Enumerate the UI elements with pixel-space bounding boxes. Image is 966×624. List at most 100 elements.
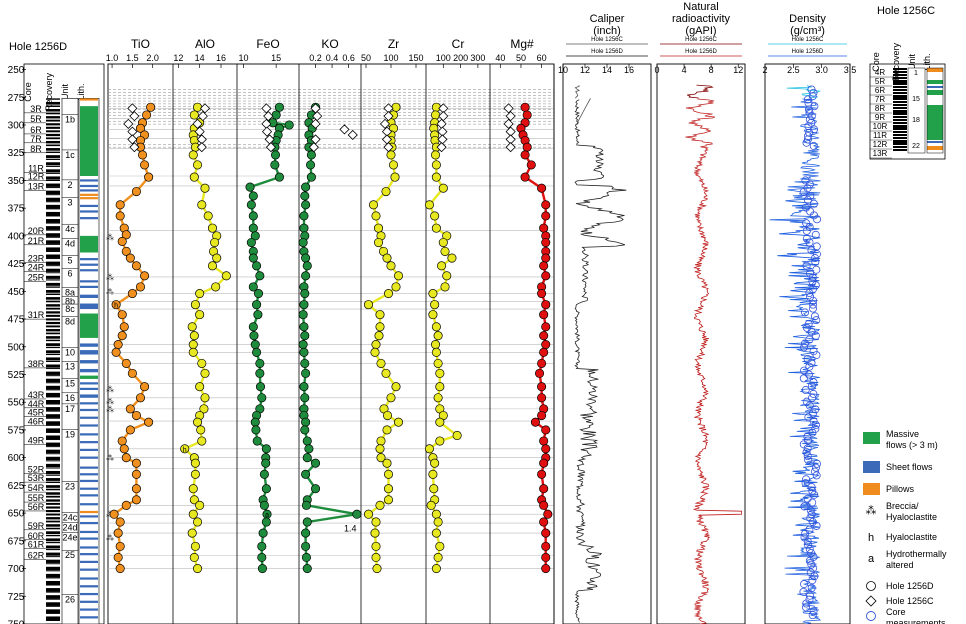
recovery-bar [46, 346, 60, 349]
recovery-bar [46, 211, 60, 216]
recovery-bar [893, 119, 907, 121]
recovery-bar [46, 176, 60, 180]
core-measurement-point [803, 323, 812, 332]
point-1256C [379, 118, 391, 129]
point-1256D [131, 469, 141, 479]
recovery-bar [46, 158, 60, 160]
recovery-bar [893, 116, 907, 118]
recovery-bar [893, 143, 907, 145]
core-measurement-point [802, 138, 811, 147]
recovery-bar [46, 620, 60, 622]
point-1256D [252, 300, 262, 310]
point-1256D [196, 425, 206, 435]
panel-title: TiO2 [131, 37, 150, 51]
point-1256D [109, 509, 119, 519]
lithology-layer [80, 394, 98, 398]
point-1256D [363, 509, 374, 519]
core-measurement-point [812, 471, 821, 480]
breccia-symbol: ⁂ [106, 273, 114, 282]
core-measurement-point [808, 576, 817, 585]
core-measurement-point [804, 541, 813, 550]
depth-tick-label: 375 [8, 204, 25, 215]
point-1256D [117, 236, 127, 246]
core-label: 43R [28, 390, 45, 400]
lithology-layer [80, 303, 98, 310]
point-1256D [135, 393, 146, 403]
core-measurement-point [800, 366, 809, 375]
lithology-layer [927, 86, 943, 88]
recovery-bar [46, 268, 60, 272]
recovery-bar [46, 265, 60, 267]
point-1256D [541, 200, 551, 210]
point-1256D [304, 444, 314, 454]
lithology-layer [80, 368, 98, 373]
depth-tick-label: 600 [8, 453, 25, 464]
point-1256D [187, 322, 197, 332]
recovery-bar [46, 123, 60, 126]
x-tick-label: 60 [537, 53, 547, 63]
point-1256D [117, 331, 127, 341]
unit-label: 8b [65, 296, 75, 306]
point-1256C [503, 118, 514, 129]
point-1256D [195, 310, 205, 320]
point-1256D [207, 223, 218, 233]
point-1256D [539, 517, 549, 527]
core-measurement-point [802, 475, 811, 484]
point-1256D [115, 517, 125, 527]
breccia-symbol: ⁂ [106, 233, 114, 242]
recovery-bar [893, 77, 907, 79]
point-1256D [274, 102, 284, 112]
point-1256D [140, 160, 150, 170]
depth-tick-label: 425 [8, 259, 25, 270]
core-label: 4R [875, 68, 885, 77]
lithology-frame [926, 67, 944, 154]
point-1256C [347, 129, 358, 141]
core-measurement-point [805, 105, 814, 114]
core-label: 11R [873, 131, 887, 140]
point-1256D [543, 509, 553, 519]
recovery-bar [46, 467, 60, 469]
point-1256D [534, 368, 545, 378]
point-1256D [137, 150, 148, 160]
point-1256D [424, 200, 435, 210]
marker-annotation: h [183, 447, 187, 454]
point-1256D [245, 182, 255, 192]
x-tick-label: 50 [516, 53, 526, 63]
core-label: 25R [28, 272, 45, 282]
point-1256D [302, 517, 312, 527]
point-1256D [373, 237, 384, 248]
point-1256D [115, 200, 125, 210]
x-tick-label: 2 [762, 65, 767, 75]
point-1256D [197, 200, 207, 210]
point-1256D [306, 172, 316, 182]
point-1256D [539, 347, 549, 357]
point-1256D [189, 172, 199, 182]
point-1256D [300, 358, 310, 368]
recovery-bar [46, 254, 60, 258]
point-1256D [431, 160, 441, 170]
point-1256D [257, 564, 268, 574]
point-1256D [250, 231, 260, 241]
point-1256D [221, 271, 231, 281]
panel-title: Al2O3 [195, 37, 215, 51]
recovery-bar [46, 421, 60, 425]
recovery-bar [46, 520, 60, 523]
recovery-bar [46, 144, 60, 147]
point-1256D [252, 261, 262, 271]
recovery-bar [46, 534, 60, 537]
point-1256D [301, 528, 311, 538]
lithology-layer [80, 258, 98, 261]
recovery-bar [46, 162, 60, 166]
core-measurement-point [810, 467, 819, 476]
recovery-bar [46, 609, 60, 614]
point-1256D [302, 436, 312, 446]
recovery-bar [46, 612, 60, 614]
point-1256D [431, 102, 441, 112]
point-1256D [539, 458, 549, 468]
legend-label: Hole 1256C [886, 596, 934, 606]
unit-label: 19 [65, 429, 75, 439]
point-1256C [383, 111, 394, 122]
recovery-bar [46, 531, 60, 534]
point-1256D [352, 509, 362, 519]
